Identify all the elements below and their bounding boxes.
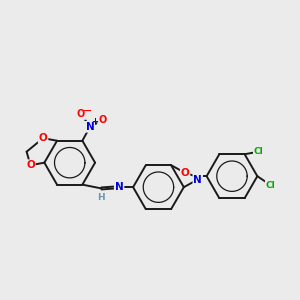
Text: O: O	[98, 116, 106, 125]
Text: Cl: Cl	[254, 147, 263, 156]
Text: O: O	[181, 168, 189, 178]
Text: Cl: Cl	[266, 181, 275, 190]
Text: O: O	[26, 160, 35, 170]
Text: O: O	[39, 133, 47, 143]
Text: N: N	[115, 182, 124, 192]
Text: −: −	[82, 106, 92, 116]
Text: N: N	[194, 175, 202, 184]
Text: +: +	[92, 117, 99, 126]
Text: H: H	[98, 193, 105, 202]
Text: N: N	[85, 122, 94, 132]
Text: O: O	[77, 109, 85, 119]
